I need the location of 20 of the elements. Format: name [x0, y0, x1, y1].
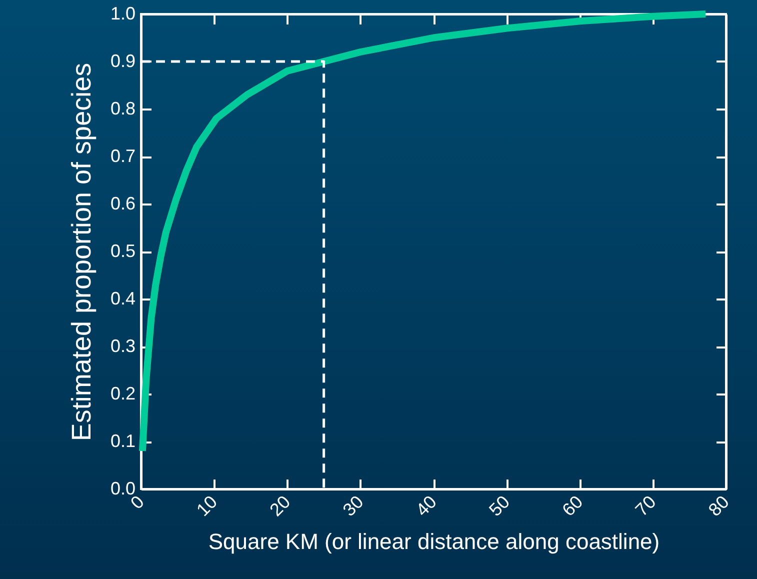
y-tick-label: 0.8 — [110, 98, 136, 118]
y-tick-label: 1.0 — [110, 4, 136, 24]
y-axis-title: Estimated proportion of species — [66, 62, 96, 442]
x-tick-label: 60 — [558, 492, 587, 520]
y-tick-label: 0.7 — [110, 146, 136, 166]
y-tick-label: 0.5 — [110, 241, 136, 261]
x-axis-title: Square KM (or linear distance along coastline) — [208, 529, 660, 554]
x-tick-label: 50 — [485, 492, 514, 520]
x-tick-label: 30 — [338, 492, 368, 520]
y-tick-label: 0.3 — [110, 336, 136, 356]
x-tick-label: 20 — [266, 492, 294, 520]
y-tick-label: 0.9 — [110, 51, 136, 71]
x-tick-label: 80 — [704, 492, 733, 520]
y-tick-label: 0.1 — [110, 431, 136, 451]
x-tick-label: 40 — [412, 492, 440, 520]
y-tick-label: 0.2 — [110, 384, 136, 404]
y-tick-label: 0.6 — [110, 194, 136, 214]
x-tick-label: 70 — [631, 492, 660, 520]
x-tick-label: 10 — [192, 492, 221, 520]
y-tick-label: 0.4 — [110, 288, 136, 308]
